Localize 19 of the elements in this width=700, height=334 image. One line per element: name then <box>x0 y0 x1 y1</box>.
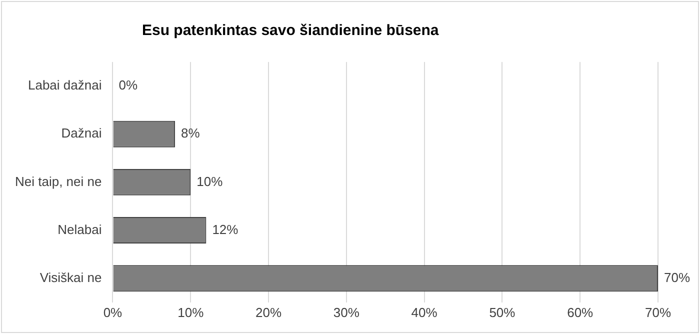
x-tick-label: 10% <box>178 304 204 320</box>
y-tick-label: Labai dažnai <box>28 78 102 93</box>
x-tick-label: 20% <box>256 304 282 320</box>
x-tick-label: 40% <box>411 304 438 320</box>
x-tick-label: 50% <box>489 304 516 320</box>
chart-title: Esu patenkintas savo šiandienine būsena <box>142 22 439 39</box>
x-tick-label: 60% <box>567 304 594 320</box>
data-label: 10% <box>196 174 224 189</box>
y-tick-label: Visiškai ne <box>40 270 102 285</box>
y-tick-label: Nelabai <box>58 222 102 237</box>
x-tick-label: 30% <box>333 304 360 320</box>
data-label: 0% <box>118 78 138 93</box>
y-tick-label: Nei taip, nei ne <box>14 174 102 189</box>
x-tick-label: 0% <box>103 304 123 320</box>
y-tick-label: Dažnai <box>61 126 102 141</box>
data-label: 70% <box>664 270 690 285</box>
x-tick-label: 70% <box>644 304 672 320</box>
data-label: 12% <box>212 222 239 237</box>
data-label: 8% <box>181 126 200 141</box>
